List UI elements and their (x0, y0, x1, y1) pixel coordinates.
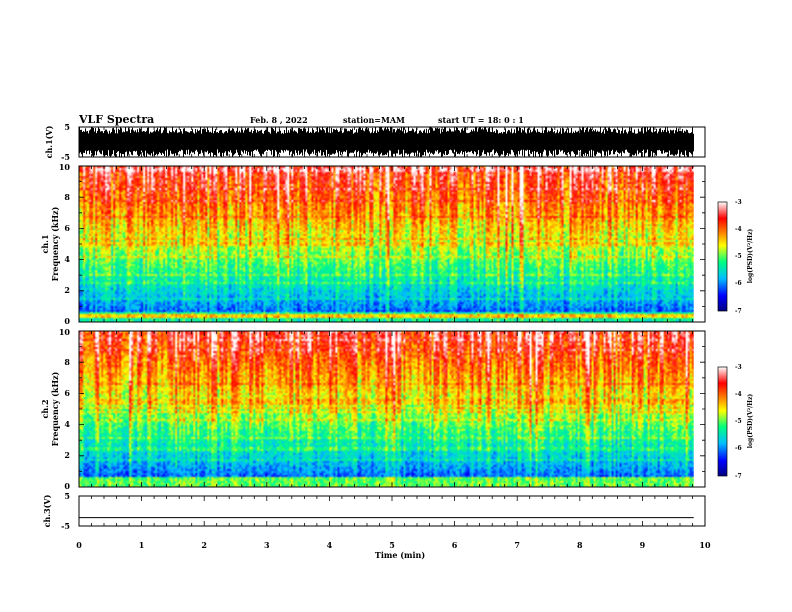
spectrogram-ch2-ytick-2: 2 (64, 450, 70, 460)
x-tick-label-4: 4 (327, 540, 333, 550)
colorbar-ch2-tick-m3: -3 (735, 364, 742, 371)
colorbar-ch2-tick-m6: -6 (735, 445, 742, 452)
waveform-ch3-ytick-bottom: -5 (61, 521, 70, 531)
colorbar-ch2-gradient (717, 366, 728, 477)
x-tick-label-5: 5 (389, 540, 395, 550)
colorbar-ch1-tick-m7: -7 (735, 308, 742, 315)
waveform-ch1-ytick-top: 5 (64, 122, 70, 132)
y-tick-marks (79, 165, 705, 488)
waveform-ch1-ylabel: ch.1(V) (44, 125, 54, 158)
x-tick-label-2: 2 (201, 540, 207, 550)
spectrogram-ch1-ytick-10: 10 (59, 162, 71, 172)
x-tick-marks (78, 127, 706, 526)
spectrogram-ch2-ytick-10: 10 (59, 327, 71, 337)
x-tick-label-3: 3 (264, 540, 270, 550)
waveform-ch3-ytick-top: 5 (64, 491, 70, 501)
spectrogram-ch2-ytick-0: 0 (64, 481, 70, 491)
colorbar-ch1-gradient (717, 201, 728, 312)
spectrogram-ch2-yticks: 0 2 4 6 8 10 (59, 327, 71, 491)
spectrogram-ch1-yticks: 0 2 4 6 8 10 (59, 162, 71, 326)
x-tick-label-6: 6 (452, 540, 458, 550)
station-label: station=MAM (343, 115, 405, 125)
spectrogram-ch2-ylabel-channel: ch.2 (40, 399, 50, 418)
spectrogram-ch1-ytick-2: 2 (64, 285, 70, 295)
colorbar-ch2: -3 -4 -5 -6 -7 log(PSD)(V²/Hz) (717, 364, 754, 480)
spectrogram-ch1-ytick-8: 8 (64, 192, 70, 202)
x-axis-ticks (78, 127, 706, 526)
waveform-ch1-ytick-bottom: -5 (61, 152, 70, 162)
colorbar-ch1-tick-m4: -4 (735, 226, 742, 233)
x-tick-label-10: 10 (699, 540, 711, 550)
colorbar-ch2-label: log(PSD)(V²/Hz) (747, 394, 754, 449)
colorbar-ch1-tick-m6: -6 (735, 280, 742, 287)
x-axis-tick-labels: 0 1 2 3 4 5 6 7 8 9 10 (76, 540, 711, 550)
spectrogram-ch1-panel: 0 2 4 6 8 10 ch.1 Frequency (kHz) (40, 162, 706, 326)
spectrogram-ch2-image (79, 331, 694, 487)
colorbar-ch1-tick-m5: -5 (735, 253, 742, 260)
spectrogram-ch2-ytick-8: 8 (64, 357, 70, 367)
start-ut-label: start UT = 18: 0 : 1 (438, 115, 524, 125)
x-tick-label-7: 7 (514, 540, 520, 550)
spectrogram-ch1-image (79, 166, 694, 322)
spectrogram-ch1-ytick-4: 4 (64, 254, 70, 264)
waveform-ch1-samples (79, 127, 694, 157)
colorbar-ch1: -3 -4 -5 -6 -7 log(PSD)(V²/Hz) (717, 199, 754, 315)
spectrogram-ch1-ytick-0: 0 (64, 316, 70, 326)
spectrogram-ch2-ylabel-frequency: Frequency (kHz) (50, 371, 60, 446)
colorbar-ch2-tick-m4: -4 (735, 391, 742, 398)
spectrogram-ch2-panel: 0 2 4 6 8 10 ch.2 Frequency (kHz) (40, 327, 706, 491)
figure-title: VLF Spectra (78, 113, 154, 126)
spectrogram-ch2-ytick-4: 4 (64, 419, 70, 429)
spectrogram-ch1-ylabel-frequency: Frequency (kHz) (50, 206, 60, 281)
spectrogram-ch1-ylabel-channel: ch.1 (40, 234, 50, 253)
colorbar-ch1-label: log(PSD)(V²/Hz) (747, 229, 754, 284)
colorbar-ch1-tick-m3: -3 (735, 199, 742, 206)
date-label: Feb. 8 , 2022 (250, 115, 308, 125)
x-axis-label: Time (min) (375, 550, 425, 560)
spectrogram-ch2-ytick-6: 6 (64, 388, 70, 398)
x-tick-label-1: 1 (139, 540, 145, 550)
colorbar-ch2-tick-m7: -7 (735, 473, 742, 480)
x-tick-label-0: 0 (76, 540, 82, 550)
spectrogram-ch1-ytick-6: 6 (64, 223, 70, 233)
waveform-ch1-panel: 5 -5 ch.1(V) (44, 122, 706, 162)
colorbar-ch2-tick-m5: -5 (735, 418, 742, 425)
x-tick-label-9: 9 (640, 540, 646, 550)
x-tick-label-8: 8 (577, 540, 583, 550)
waveform-ch1-trace (79, 127, 694, 157)
waveform-ch3-ylabel: ch.3(V) (42, 494, 52, 527)
